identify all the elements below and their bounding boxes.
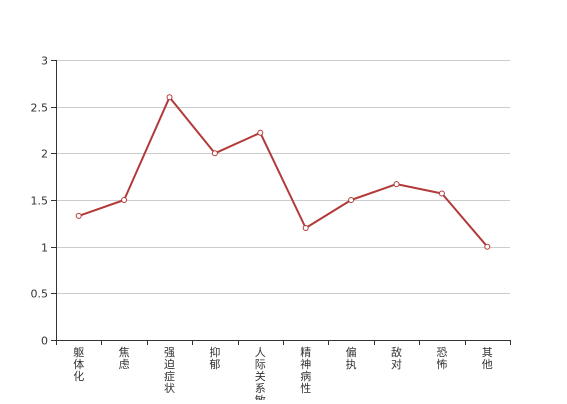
grid-lines — [56, 60, 510, 294]
y-tick-label: 1.5 — [31, 195, 49, 208]
y-tick-label: 2.5 — [31, 102, 49, 115]
data-point[interactable] — [121, 197, 128, 203]
axes — [51, 60, 511, 345]
x-tick-labels: 躯体化 焦虑 强迫症状 抑郁 人际关系敏感 精神病性 偏执 敌对 恐怖 其他 — [73, 345, 493, 404]
x-tick-label: 精神病性 — [300, 346, 311, 395]
x-tick-label: 敌对 — [391, 345, 402, 371]
y-tick-label: 1 — [41, 242, 48, 255]
y-tick-label: 0 — [41, 335, 48, 348]
x-tick-label: 其他 — [482, 346, 493, 371]
x-tick-label: 躯体化 — [73, 346, 84, 383]
series-line — [78, 96, 489, 248]
y-tick-label: 0.5 — [31, 288, 49, 301]
x-tick-label: 焦虑 — [119, 346, 130, 371]
x-tick-label: 人际关系敏感 — [255, 346, 266, 400]
x-tick-label: 恐怖 — [436, 346, 447, 371]
data-point[interactable] — [393, 181, 400, 188]
data-point[interactable] — [484, 243, 491, 250]
data-point[interactable] — [438, 190, 445, 197]
data-point[interactable] — [348, 197, 355, 203]
x-tick-label: 强迫症状 — [164, 346, 175, 395]
x-tick-label: 抑郁 — [209, 345, 220, 371]
series — [75, 94, 491, 250]
data-point[interactable] — [166, 94, 173, 101]
data-point[interactable] — [302, 225, 309, 231]
y-tick-label: 3 — [41, 55, 48, 68]
data-point[interactable] — [257, 129, 264, 136]
data-point[interactable] — [75, 212, 82, 219]
x-tick-label: 偏执 — [346, 345, 357, 371]
data-point[interactable] — [211, 150, 218, 157]
y-tick-labels: 0 0.5 1 1.5 2 2.5 3 — [31, 55, 49, 348]
y-tick-label: 2 — [41, 148, 48, 161]
